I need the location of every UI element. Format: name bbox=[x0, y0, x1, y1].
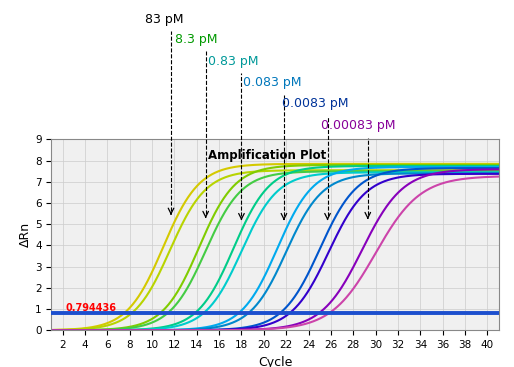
Text: 0.83 pM: 0.83 pM bbox=[208, 55, 259, 68]
Text: 8.3 pM: 8.3 pM bbox=[175, 33, 217, 46]
X-axis label: Cycle: Cycle bbox=[258, 356, 292, 367]
Y-axis label: ΔRn: ΔRn bbox=[20, 222, 32, 247]
Text: 0.00083 pM: 0.00083 pM bbox=[321, 119, 396, 132]
Text: 0.083 pM: 0.083 pM bbox=[243, 76, 302, 89]
Text: 0.0083 pM: 0.0083 pM bbox=[282, 97, 348, 110]
Text: 0.794436: 0.794436 bbox=[66, 303, 117, 313]
Text: Amplification Plot: Amplification Plot bbox=[208, 149, 326, 162]
Text: 83 pM: 83 pM bbox=[145, 13, 183, 26]
